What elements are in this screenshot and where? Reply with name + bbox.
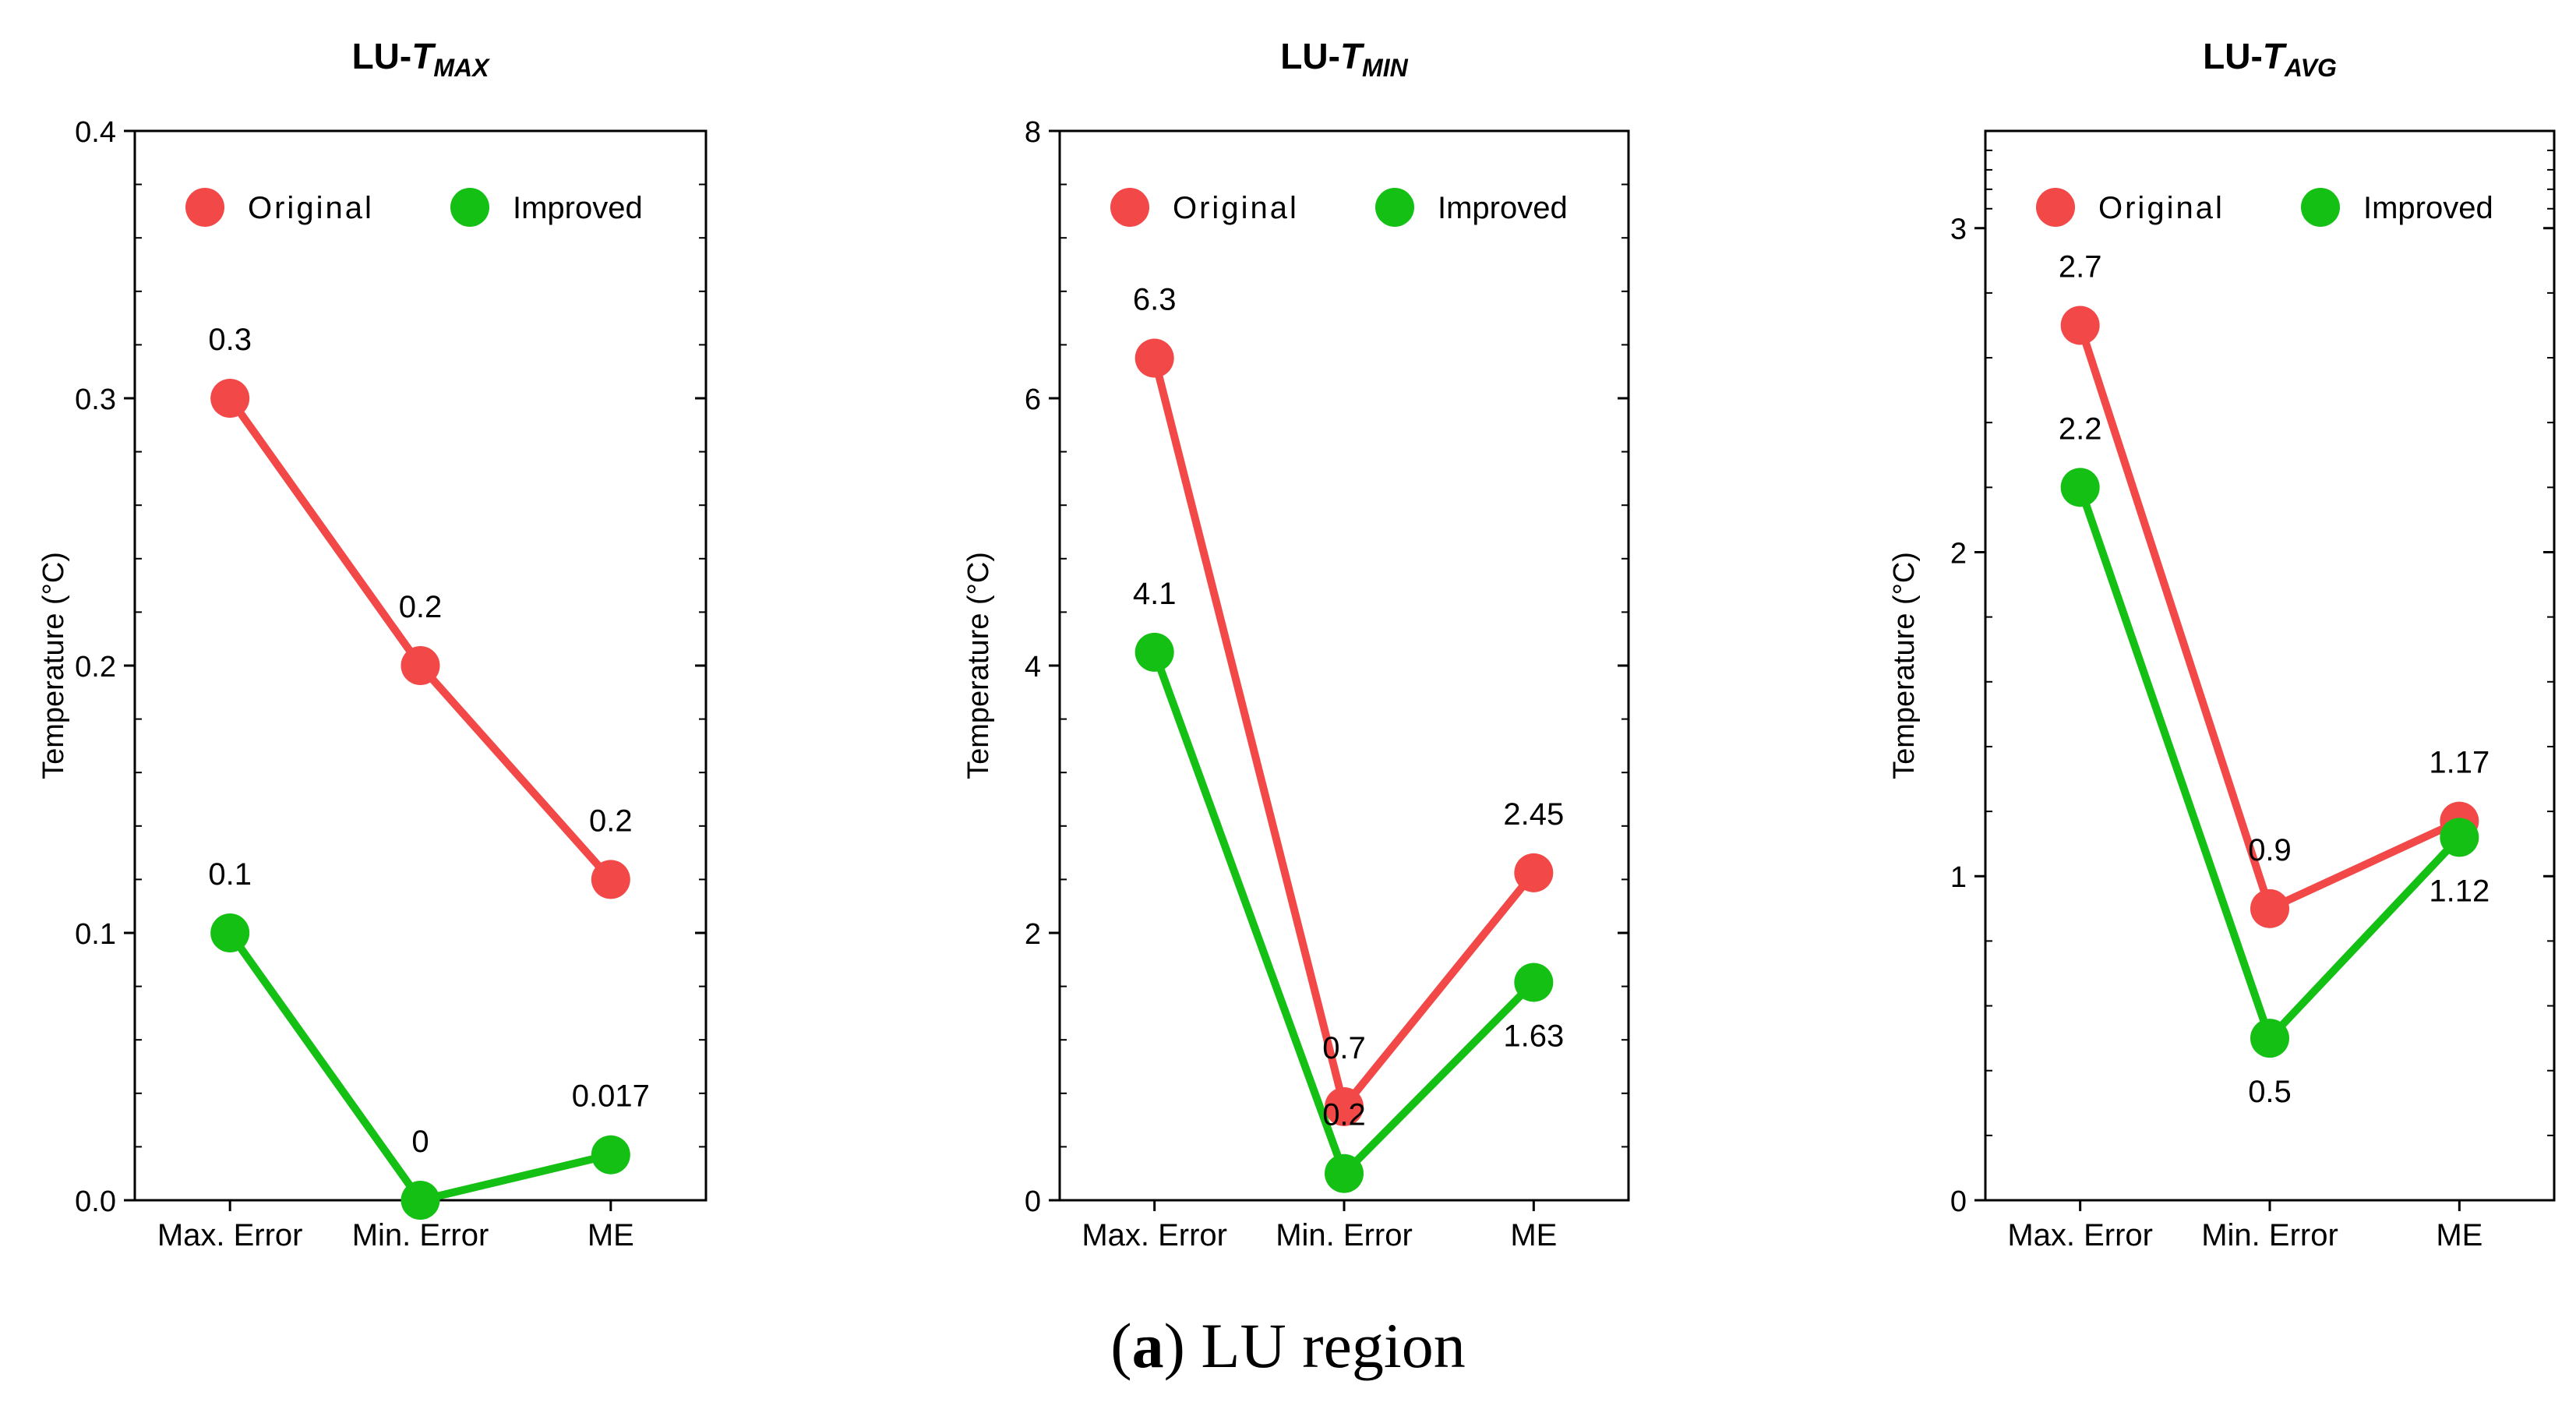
legend-label-improved: Improved	[1438, 191, 1568, 225]
data-label-original: 2.45	[1503, 797, 1564, 832]
legend-label-original: Original	[2098, 191, 2225, 225]
series-line-original	[227, 396, 614, 882]
y-tick-label: 0	[1950, 1185, 1967, 1218]
y-tick-label: 2	[1950, 537, 1967, 570]
legend-marker-original	[1110, 188, 1149, 227]
data-point-original	[1514, 853, 1554, 892]
y-axis-label: Temperature (°C)	[962, 552, 995, 779]
data-label-improved: 4.1	[1133, 577, 1177, 611]
chart-title: LU-TMIN	[1280, 36, 1408, 82]
legend-label-original: Original	[248, 191, 374, 225]
data-label-improved: 0	[411, 1125, 429, 1159]
y-tick-label: 0.4	[75, 116, 116, 149]
chart-panel-3: LU-TAVG 0 1 2 3 Max. Error Min. Error ME Tempera…	[1888, 36, 2556, 1252]
y-tick-label: 8	[1025, 116, 1041, 149]
data-point-original	[2060, 306, 2100, 345]
chart-panel-2: LU-TMIN 0 2 4 6 8 Max. Error Min. Error ME Temper…	[962, 36, 1630, 1252]
legend-marker-original	[185, 188, 224, 227]
series-line-original	[2076, 323, 2461, 913]
chart-panel-1: LU-TMAX 0.0 0.1 0.2 0.3 0.4 Max. Error Min. Err…	[37, 36, 708, 1252]
legend-marker-improved	[2301, 188, 2340, 227]
data-label-original: 1.17	[2429, 746, 2490, 780]
figure-caption: (a) LU region	[1110, 1310, 1466, 1381]
series-line-improved	[2076, 486, 2462, 1043]
data-label-original: 0.7	[1322, 1031, 1366, 1065]
data-point-original	[591, 860, 630, 899]
legend-marker-improved	[450, 188, 489, 227]
caption-text: LU region	[1201, 1310, 1466, 1381]
data-label-original: 6.3	[1133, 283, 1177, 317]
data-point-original	[1134, 338, 1174, 378]
x-tick-label: ME	[588, 1218, 634, 1252]
data-point-improved	[2250, 1019, 2289, 1058]
y-tick-label: 0.2	[75, 651, 116, 684]
x-tick-label: Max. Error	[2007, 1218, 2153, 1252]
legend-marker-original	[2036, 188, 2075, 227]
data-point-improved	[2440, 818, 2479, 857]
x-tick-label: Max. Error	[1082, 1218, 1227, 1252]
y-tick-label: 4	[1025, 651, 1041, 684]
x-tick-label: ME	[1510, 1218, 1557, 1252]
y-tick-label: 0	[1025, 1185, 1041, 1218]
data-label-original: 2.7	[2059, 249, 2102, 284]
y-tick-label: 0.1	[75, 918, 116, 951]
series-line-improved	[227, 931, 612, 1204]
x-tick-label: ME	[2436, 1218, 2482, 1252]
y-tick-label: 0.0	[75, 1185, 116, 1218]
data-label-improved: 0.017	[572, 1079, 650, 1114]
chart-title: LU-TMAX	[352, 36, 491, 82]
y-tick-label: 1	[1950, 861, 1967, 894]
data-point-original	[2250, 888, 2289, 928]
x-tick-label: Min. Error	[2201, 1218, 2338, 1252]
data-label-improved: 1.63	[1503, 1019, 1564, 1053]
x-tick-label: Min. Error	[352, 1218, 489, 1252]
y-axis-label: Temperature (°C)	[37, 552, 70, 779]
legend-label-original: Original	[1173, 191, 1299, 225]
data-point-improved	[591, 1135, 630, 1175]
series-line-original	[1150, 357, 1537, 1111]
data-label-improved: 1.12	[2429, 874, 2490, 908]
chart-title: LU-TAVG	[2203, 36, 2337, 82]
caption-letter: a	[1131, 1310, 1164, 1381]
y-tick-label: 3	[1950, 214, 1967, 246]
data-point-improved	[1514, 963, 1554, 1002]
y-axis-label: Temperature (°C)	[1888, 552, 1921, 779]
data-point-original	[1325, 1086, 1364, 1126]
data-label-improved: 0.1	[208, 857, 252, 892]
data-label-original: 0.2	[399, 590, 443, 624]
x-tick-label: Min. Error	[1276, 1218, 1413, 1252]
x-tick-label: Max. Error	[157, 1218, 303, 1252]
y-tick-label: 6	[1025, 383, 1041, 416]
legend-marker-improved	[1375, 188, 1414, 227]
data-point-improved	[401, 1181, 440, 1220]
legend-label-improved: Improved	[513, 191, 643, 225]
data-point-original	[210, 379, 250, 418]
data-point-improved	[210, 913, 250, 952]
data-point-original	[401, 646, 440, 685]
data-point-improved	[1134, 632, 1174, 672]
y-tick-label: 0.3	[75, 383, 116, 416]
data-point-improved	[1325, 1153, 1364, 1193]
y-tick-label: 2	[1025, 918, 1041, 951]
data-label-original: 0.9	[2248, 833, 2292, 867]
data-label-improved: 0.5	[2248, 1075, 2292, 1109]
data-point-improved	[2060, 468, 2100, 507]
data-label-improved: 0.2	[1322, 1098, 1366, 1132]
data-label-original: 0.3	[208, 323, 252, 357]
data-label-improved: 2.2	[2059, 412, 2102, 446]
legend-label-improved: Improved	[2363, 191, 2493, 225]
data-label-original: 0.2	[589, 804, 633, 838]
